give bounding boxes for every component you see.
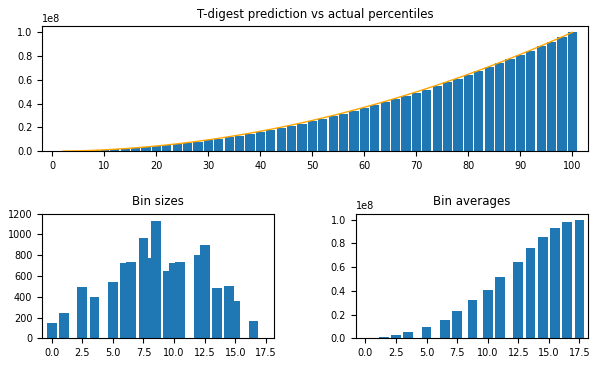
Bar xyxy=(230,302,240,338)
Bar xyxy=(200,245,209,338)
Bar xyxy=(163,271,173,338)
Bar xyxy=(412,93,421,151)
Bar xyxy=(370,105,379,151)
Bar xyxy=(173,144,182,151)
Bar xyxy=(391,335,401,338)
Bar xyxy=(256,132,265,151)
Bar xyxy=(526,50,535,151)
Bar xyxy=(127,262,136,338)
Bar xyxy=(175,262,185,338)
Bar xyxy=(422,89,431,151)
Bar xyxy=(298,124,307,151)
Bar xyxy=(391,99,400,151)
Bar xyxy=(433,86,442,151)
Bar xyxy=(151,221,161,338)
Bar xyxy=(183,143,192,151)
Bar xyxy=(467,300,478,338)
Bar xyxy=(131,148,140,151)
Bar xyxy=(339,114,348,151)
Bar xyxy=(526,248,535,338)
Bar xyxy=(464,75,473,151)
Bar xyxy=(266,130,275,151)
Bar xyxy=(505,59,515,151)
Bar xyxy=(193,142,203,151)
Bar xyxy=(485,67,494,151)
Bar xyxy=(575,220,584,338)
Bar xyxy=(194,255,203,338)
Bar xyxy=(538,237,548,338)
Bar xyxy=(212,288,222,338)
Bar xyxy=(89,297,100,338)
Bar xyxy=(47,323,56,338)
Bar xyxy=(379,337,389,338)
Bar xyxy=(224,286,234,338)
Bar xyxy=(568,32,577,151)
Bar xyxy=(245,134,254,151)
Title: Bin sizes: Bin sizes xyxy=(132,195,184,208)
Bar xyxy=(495,277,505,338)
Bar xyxy=(120,263,130,338)
Bar xyxy=(557,37,566,151)
Bar xyxy=(139,238,148,338)
Bar xyxy=(142,147,151,151)
Bar xyxy=(235,136,244,151)
Bar xyxy=(162,146,172,151)
Bar xyxy=(145,258,155,338)
Bar xyxy=(514,262,523,338)
Bar xyxy=(349,111,359,151)
Bar xyxy=(550,228,560,338)
Bar xyxy=(121,149,130,151)
Bar xyxy=(516,55,525,151)
Bar xyxy=(483,290,493,338)
Bar xyxy=(287,126,296,151)
Bar xyxy=(108,282,118,338)
Bar xyxy=(452,311,462,338)
Bar xyxy=(248,321,259,338)
Bar xyxy=(422,327,431,338)
Bar xyxy=(204,141,213,151)
Bar xyxy=(152,146,161,151)
Bar xyxy=(169,263,179,338)
Bar xyxy=(360,108,369,151)
Bar xyxy=(547,42,556,151)
Bar xyxy=(214,139,223,151)
Bar xyxy=(536,46,546,151)
Bar xyxy=(454,79,463,151)
Bar xyxy=(100,150,109,151)
Bar xyxy=(318,119,328,151)
Bar xyxy=(224,137,234,151)
Bar xyxy=(329,117,338,151)
Bar xyxy=(77,287,87,338)
Bar xyxy=(308,121,317,151)
Bar xyxy=(474,71,484,151)
Bar xyxy=(380,102,390,151)
Bar xyxy=(403,332,413,338)
Bar xyxy=(89,150,98,151)
Bar xyxy=(495,63,504,151)
Bar xyxy=(59,313,69,338)
Bar xyxy=(562,222,572,338)
Title: T-digest prediction vs actual percentiles: T-digest prediction vs actual percentile… xyxy=(197,8,433,21)
Bar xyxy=(277,128,286,151)
Bar xyxy=(401,96,410,151)
Title: Bin averages: Bin averages xyxy=(433,195,511,208)
Bar xyxy=(110,149,119,151)
Bar xyxy=(440,320,450,338)
Bar xyxy=(443,82,452,151)
